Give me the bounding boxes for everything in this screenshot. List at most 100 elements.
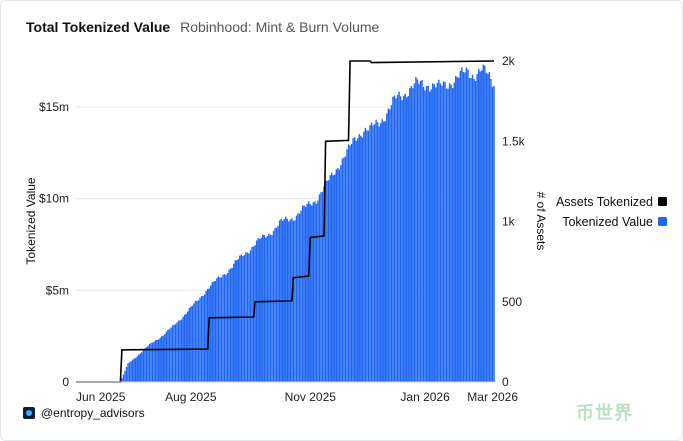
legend-label: Tokenized Value [562,215,653,229]
value-bar [404,93,406,382]
value-bar [271,235,273,382]
value-bar [360,135,362,382]
value-bar [467,69,469,382]
value-bar [164,334,166,382]
value-bar [229,268,232,382]
value-bar [361,137,364,382]
value-bar [326,180,328,382]
value-bar [323,186,325,382]
value-bar [412,88,414,383]
value-bar [406,97,408,382]
value-bar [465,67,468,383]
legend-swatch [658,217,667,226]
value-bar [170,327,172,382]
value-bar [370,122,373,383]
value-bar [347,144,350,382]
value-bar [352,138,354,382]
value-bar [337,168,339,382]
value-bar [165,331,168,382]
value-bar [343,157,345,382]
value-bar [441,85,443,382]
value-bar [190,306,192,382]
value-bar [275,227,278,382]
value-bar [329,175,331,382]
value-bar [173,324,175,382]
footer-handle[interactable]: @entropy_advisors [41,406,145,420]
value-bar [344,156,347,382]
value-bar [168,329,171,382]
footer: @entropy_advisors [23,406,145,420]
value-bar [199,297,201,382]
value-bar [266,235,269,382]
x-tick-label: Jan 2026 [400,390,450,404]
value-bar [416,79,419,382]
value-bar [387,108,390,383]
value-bar [251,246,253,382]
value-bar [237,259,240,382]
value-bar [127,363,129,382]
value-bar [147,345,149,382]
value-bar [210,285,212,382]
value-bar [193,303,195,382]
y2-tick-label: 0 [502,375,509,389]
value-bar [208,288,210,382]
value-bar [162,335,164,382]
value-bar [260,237,262,382]
value-bar [355,140,357,382]
value-bar [298,213,301,382]
value-bar [135,357,137,382]
value-bar [418,83,420,382]
value-bar [381,119,383,383]
value-bar [194,301,197,382]
value-bar [130,361,132,382]
value-bar [243,255,246,382]
x-tick-label: Mar 2026 [467,390,518,404]
value-bar [442,81,445,383]
value-bar [297,213,299,382]
value-bar [292,220,295,382]
value-bar [144,348,146,382]
value-bar [188,308,191,382]
value-bar [167,329,169,382]
value-bar [358,134,360,382]
value-bar [216,278,218,382]
value-bar [378,126,380,382]
y-tick-label: $5m [46,283,69,297]
value-bar [383,121,385,383]
value-bar [407,96,409,383]
value-bar [197,300,200,382]
value-bar [133,358,135,382]
value-bar [488,71,491,383]
y2-tick-label: 1k [502,215,516,229]
chart-subtitle: Robinhood: Mint & Burn Volume [180,19,380,35]
value-bar [141,352,143,382]
value-bar [470,77,472,383]
value-bar [413,83,416,383]
value-bar [318,194,321,382]
value-bar [151,342,154,382]
value-bar [150,342,152,382]
value-bar [384,121,386,382]
value-bar [349,145,351,382]
value-bar [419,80,422,382]
value-bar [491,86,494,382]
value-bar [317,200,319,382]
value-bar [304,206,307,382]
value-bar [257,237,259,382]
value-bar [179,320,181,382]
value-bar [157,339,160,382]
value-bar [327,180,330,382]
watermark: 币世界 [576,403,633,423]
value-bar [277,225,279,382]
value-bar [386,113,388,382]
value-bar [363,131,365,382]
x-tick-label: Nov 2025 [285,390,337,404]
value-bar [456,77,458,382]
value-bar [482,64,484,382]
value-bar [308,201,310,382]
value-bar [128,362,131,382]
value-bar [202,296,204,382]
value-bar [309,204,311,382]
value-bar [306,203,308,382]
